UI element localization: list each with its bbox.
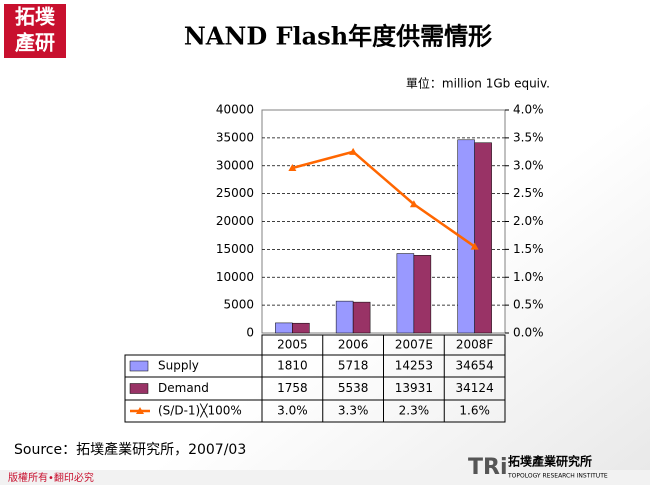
legend-label: Demand [158,381,209,395]
copyright: 版權所有•翻印必究 [8,471,94,484]
line-marker [470,242,479,250]
table-value: 5538 [338,381,369,395]
x-tick-label: 2005 [277,338,308,352]
y-tick-label: 5000 [223,298,254,312]
y-tick-label: 0 [246,326,254,340]
table-value: 5718 [338,359,369,373]
line-marker [288,163,297,171]
y-tick-label: 20000 [216,214,254,228]
y2-tick-label: 0.0% [513,326,544,340]
y2-tick-label: 0.5% [513,298,544,312]
logo-box [4,4,66,58]
bar [352,301,371,334]
y2-tick-label: 4.0% [513,103,544,117]
bar [292,322,310,334]
footer-bar [0,470,650,485]
unit-label: 單位：million 1Gb equiv. [406,76,550,91]
y2-tick-label: 3.0% [513,158,544,172]
bar [474,142,492,334]
y2-tick-label: 2.0% [513,214,544,228]
y-tick-label: 35000 [216,130,254,144]
line [292,150,476,248]
bar [275,322,293,334]
legend-swatch [129,383,149,394]
brand-name: 拓墣產業研究所 [508,454,592,469]
x-tick-label: 2007E [395,338,433,352]
table-value: 3.3% [338,404,369,418]
line-marker [349,147,358,155]
y-tick-label: 10000 [216,270,254,284]
table-value: 3.0% [277,404,308,418]
y2-tick-label: 1.0% [513,270,544,284]
brand: TRi [468,455,508,480]
legend-swatch [136,407,144,414]
table-value: 2.3% [399,404,430,418]
table-value: 14253 [395,359,433,373]
legend-swatch [129,360,149,372]
y-tick-label: 40000 [216,103,254,117]
y2-tick-label: 2.5% [513,186,544,200]
title: NAND Flash年度供需情形 [184,22,492,51]
logo-bottom: 產研 [15,31,55,55]
brand-en: TOPOLOGY RESEARCH INSTITUTE [507,473,608,480]
x-tick-label: 2008F [456,338,494,352]
logo-top: 拓墣 [15,5,56,29]
table-value: 13931 [395,381,433,395]
legend-label: (S/D-1)╳100% [158,403,242,418]
bar [413,255,432,334]
x-tick-label: 2006 [338,338,369,352]
y-tick-label: 15000 [216,242,254,256]
bar [396,253,415,334]
legend-label: Supply [158,359,199,373]
bar [335,300,354,334]
table-value: 1.6% [459,404,490,418]
table-value: 34654 [456,359,494,373]
table-value: 1758 [277,381,308,395]
y2-tick-label: 3.5% [513,130,544,144]
y-tick-label: 25000 [216,186,254,200]
y2-tick-label: 1.5% [513,242,544,256]
y-tick-label: 30000 [216,158,254,172]
source: Source：拓墣產業研究所，2007/03 [14,441,246,458]
line-marker [409,200,418,208]
table-value: 1810 [277,359,308,373]
table-value: 34124 [456,381,494,395]
